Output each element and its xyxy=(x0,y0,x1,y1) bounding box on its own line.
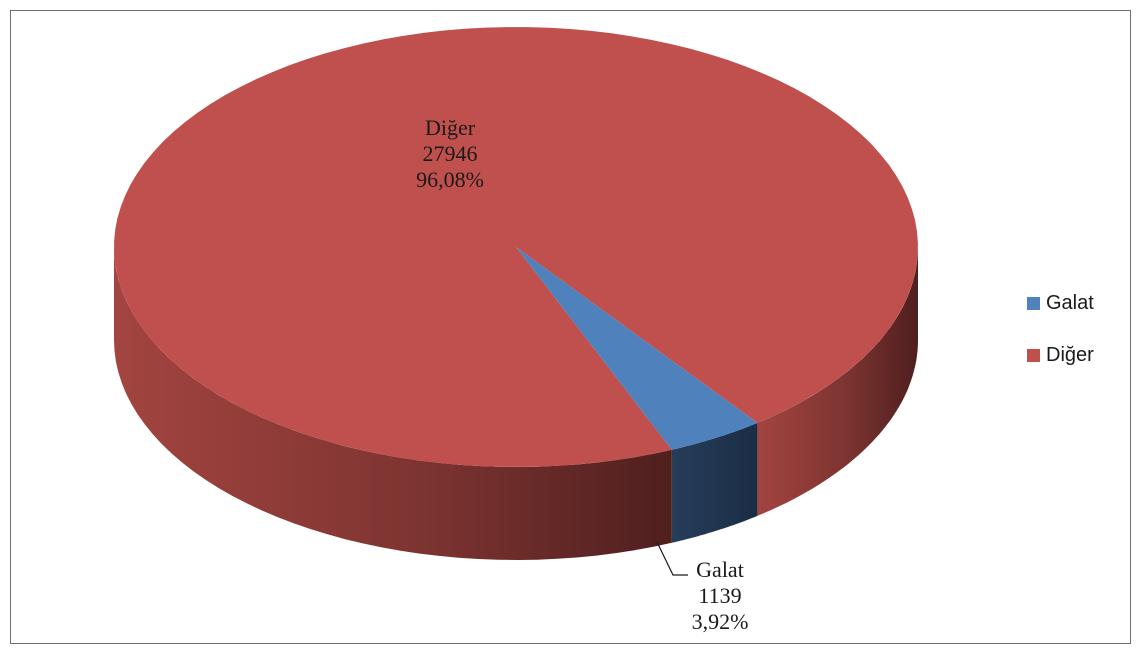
data-label-diger: Diğer 27946 96,08% xyxy=(395,115,505,193)
pie-side-diger-right xyxy=(757,247,918,516)
pie-side-galat xyxy=(671,422,758,543)
legend-item-galat: Galat xyxy=(1027,290,1094,316)
data-label-galat: Galat 1139 3,92% xyxy=(672,557,768,635)
legend-swatch-galat xyxy=(1027,296,1040,310)
data-label-galat-percent: 3,92% xyxy=(691,609,749,634)
legend-label-galat: Galat xyxy=(1046,291,1094,314)
data-label-diger-value: 27946 xyxy=(422,141,478,166)
data-label-galat-value: 1139 xyxy=(698,583,742,608)
legend-swatch-diger xyxy=(1027,348,1040,362)
pie-side-diger-left xyxy=(114,247,672,560)
legend-item-diger: Diğer xyxy=(1027,342,1094,368)
legend: Galat Diğer xyxy=(1027,290,1094,394)
pie-slice-galat xyxy=(516,247,758,450)
leader-line-galat xyxy=(656,541,688,576)
data-label-diger-percent: 96,08% xyxy=(416,167,484,192)
data-label-diger-name: Diğer xyxy=(424,115,476,140)
legend-label-diger: Diğer xyxy=(1046,343,1094,366)
data-label-galat-name: Galat xyxy=(696,557,744,582)
